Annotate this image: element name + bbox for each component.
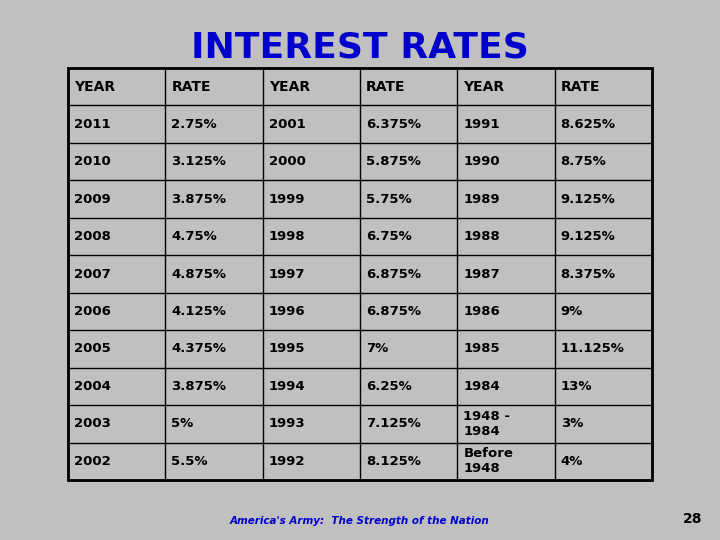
Text: 9%: 9%	[561, 305, 583, 318]
Bar	[68, 68, 652, 480]
Text: 5.875%: 5.875%	[366, 155, 421, 168]
Text: 4.875%: 4.875%	[171, 267, 226, 280]
Text: 6.875%: 6.875%	[366, 305, 421, 318]
Text: 2008: 2008	[74, 230, 111, 243]
Text: 1995: 1995	[269, 342, 305, 355]
Text: INTEREST RATES: INTEREST RATES	[191, 30, 529, 64]
Text: 5.75%: 5.75%	[366, 193, 412, 206]
Text: 1993: 1993	[269, 417, 305, 430]
Text: 8.375%: 8.375%	[561, 267, 616, 280]
Text: RATE: RATE	[171, 80, 211, 94]
Text: 9.125%: 9.125%	[561, 193, 616, 206]
Text: 1984: 1984	[464, 380, 500, 393]
Text: 2003: 2003	[74, 417, 111, 430]
Text: 1996: 1996	[269, 305, 305, 318]
Text: 3.125%: 3.125%	[171, 155, 226, 168]
Text: 2006: 2006	[74, 305, 111, 318]
Text: 2010: 2010	[74, 155, 111, 168]
Text: 6.25%: 6.25%	[366, 380, 412, 393]
Text: YEAR: YEAR	[269, 80, 310, 94]
Text: 1985: 1985	[464, 342, 500, 355]
Text: 6.875%: 6.875%	[366, 267, 421, 280]
Text: 9.125%: 9.125%	[561, 230, 616, 243]
Text: 2001: 2001	[269, 118, 305, 131]
Text: 2007: 2007	[74, 267, 111, 280]
Text: 1992: 1992	[269, 455, 305, 468]
Text: 7.125%: 7.125%	[366, 417, 420, 430]
Text: 6.375%: 6.375%	[366, 118, 421, 131]
Text: 3%: 3%	[561, 417, 583, 430]
Text: 8.75%: 8.75%	[561, 155, 606, 168]
Text: 2009: 2009	[74, 193, 111, 206]
Text: 6.75%: 6.75%	[366, 230, 412, 243]
Text: Before
1948: Before 1948	[464, 447, 513, 475]
Text: 4.125%: 4.125%	[171, 305, 226, 318]
Text: 1986: 1986	[464, 305, 500, 318]
Text: 1948 -
1984: 1948 - 1984	[464, 410, 510, 438]
Text: 7%: 7%	[366, 342, 388, 355]
Text: RATE: RATE	[561, 80, 600, 94]
Text: 1990: 1990	[464, 155, 500, 168]
Text: 1997: 1997	[269, 267, 305, 280]
Text: 13%: 13%	[561, 380, 592, 393]
Text: 2005: 2005	[74, 342, 111, 355]
Text: 11.125%: 11.125%	[561, 342, 624, 355]
Text: 1999: 1999	[269, 193, 305, 206]
Text: 5%: 5%	[171, 417, 194, 430]
Text: 5.5%: 5.5%	[171, 455, 208, 468]
Text: 28: 28	[683, 512, 702, 526]
Text: America's Army:  The Strength of the Nation: America's Army: The Strength of the Nati…	[230, 516, 490, 526]
Text: 1994: 1994	[269, 380, 305, 393]
Text: 1988: 1988	[464, 230, 500, 243]
Text: 2002: 2002	[74, 455, 111, 468]
Text: 3.875%: 3.875%	[171, 193, 226, 206]
Text: 2004: 2004	[74, 380, 111, 393]
Text: 8.125%: 8.125%	[366, 455, 421, 468]
Text: 1989: 1989	[464, 193, 500, 206]
Text: 2000: 2000	[269, 155, 305, 168]
Text: YEAR: YEAR	[74, 80, 115, 94]
Text: 1998: 1998	[269, 230, 305, 243]
Text: 4.75%: 4.75%	[171, 230, 217, 243]
Text: 2.75%: 2.75%	[171, 118, 217, 131]
Text: YEAR: YEAR	[464, 80, 505, 94]
Text: 4%: 4%	[561, 455, 583, 468]
Text: 4.375%: 4.375%	[171, 342, 226, 355]
Text: 3.875%: 3.875%	[171, 380, 226, 393]
Text: RATE: RATE	[366, 80, 405, 94]
Text: 1987: 1987	[464, 267, 500, 280]
Text: 8.625%: 8.625%	[561, 118, 616, 131]
Text: 1991: 1991	[464, 118, 500, 131]
Text: 2011: 2011	[74, 118, 111, 131]
